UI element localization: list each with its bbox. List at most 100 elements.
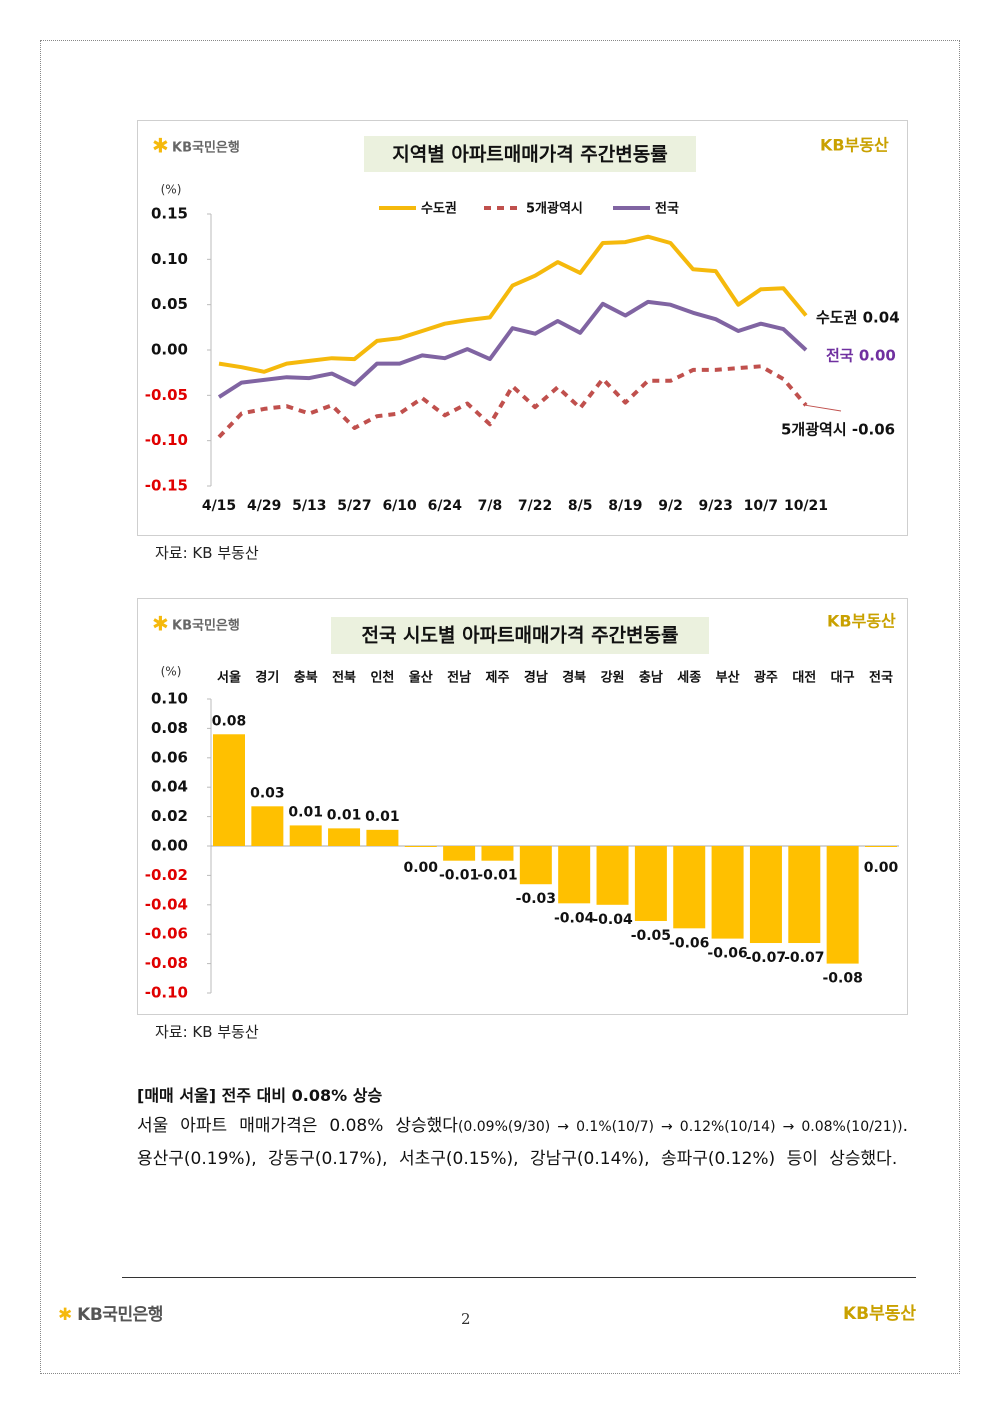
logo-star: ✱	[152, 612, 169, 636]
y-tick-label: 0.04	[151, 778, 188, 796]
category-label: 서울	[217, 670, 241, 686]
bar	[443, 846, 476, 861]
bar	[749, 846, 782, 944]
category-label: 강원	[601, 670, 625, 686]
bar	[865, 846, 897, 847]
bar	[634, 846, 667, 921]
y-tick-label: 0.00	[151, 341, 188, 359]
bar	[404, 846, 437, 847]
value-label: 0.01	[365, 809, 400, 825]
y-tick-label: 0.06	[151, 748, 188, 766]
value-label: -0.07	[746, 950, 786, 966]
bar	[826, 846, 859, 964]
category-label: 대구	[831, 671, 855, 686]
category-label: 부산	[716, 670, 740, 686]
bar	[788, 846, 821, 944]
value-label: -0.01	[477, 868, 517, 884]
x-tick-label: 8/5	[568, 498, 593, 514]
x-tick-label: 10/7	[744, 498, 778, 514]
category-label: 울산	[409, 670, 433, 686]
bar	[251, 806, 284, 846]
bar	[711, 846, 744, 939]
category-label: 광주	[754, 671, 778, 686]
bar	[519, 846, 552, 885]
x-tick-label: 9/2	[658, 498, 683, 514]
value-label: 0.03	[250, 785, 285, 801]
y-tick-label: 0.08	[151, 719, 188, 737]
bank-logo: KB국민은행	[172, 618, 240, 634]
category-label: 대전	[792, 670, 816, 686]
unit-label: (%)	[161, 183, 182, 197]
legend-label: 전국	[655, 201, 679, 217]
value-label: -0.05	[631, 928, 671, 944]
bar	[481, 846, 514, 861]
category-label: 충남	[639, 670, 663, 686]
page-frame	[40, 40, 960, 1374]
y-tick-label: 0.02	[151, 807, 188, 825]
category-label: 전남	[447, 670, 471, 686]
y-tick-label: 0.05	[151, 295, 188, 313]
category-label: 전국	[869, 670, 893, 686]
brand-logo: ✱ KB국민은행	[152, 134, 240, 158]
y-tick-label: -0.06	[145, 925, 188, 943]
chart-title: 지역별 아파트매매가격 주간변동률	[392, 144, 667, 166]
value-label: 0.01	[327, 807, 362, 823]
x-tick-label: 4/15	[202, 498, 236, 514]
y-tick-label: -0.08	[145, 954, 188, 972]
category-label: 경남	[524, 670, 548, 686]
value-label: 0.00	[864, 860, 899, 876]
x-tick-label: 9/23	[699, 498, 733, 514]
value-label: -0.06	[707, 946, 747, 962]
text-run: (0.09%(9/30) → 0.1%(10/7) → 0.12%(10/14)…	[457, 1119, 903, 1135]
y-tick-label: 0.15	[151, 205, 188, 223]
x-tick-label: 10/21	[784, 498, 828, 514]
y-tick-label: -0.10	[145, 431, 188, 449]
series-line	[218, 234, 808, 374]
value-label: -0.07	[784, 950, 824, 966]
realty-logo: KB부동산	[820, 136, 889, 155]
category-label: 경기	[255, 670, 279, 686]
paragraph: 서울 아파트 매매가격은 0.08% 상승했다(0.09%(9/30) → 0.…	[137, 1110, 908, 1175]
bar	[673, 846, 706, 929]
category-label: 인천	[370, 670, 394, 686]
x-tick-label: 5/13	[292, 498, 326, 514]
y-tick-label: -0.02	[145, 866, 188, 884]
y-tick-label: -0.15	[145, 477, 188, 495]
series-line	[217, 364, 808, 439]
logo-star: ✱	[58, 1305, 72, 1325]
y-tick-label: 0.10	[151, 690, 188, 708]
value-label: -0.08	[822, 971, 862, 987]
brand-logo: ✱ KB국민은행	[152, 612, 240, 636]
bank-name: KB국민은행	[77, 1305, 163, 1325]
legend-label: 5개광역시	[526, 201, 583, 217]
y-tick-label: -0.10	[145, 984, 188, 1002]
x-tick-label: 8/19	[608, 498, 642, 514]
value-label: -0.06	[669, 935, 709, 951]
value-label: -0.04	[592, 912, 633, 928]
footer-realty-logo: KB부동산	[843, 1304, 917, 1324]
annotation: 전국 0.00	[826, 347, 896, 365]
category-label: 제주	[486, 671, 510, 686]
section-heading: [매매 서울] 전주 대비 0.08% 상승	[137, 1086, 383, 1105]
x-tick-label: 7/22	[518, 498, 552, 514]
bar	[366, 829, 399, 846]
value-label: 0.01	[288, 804, 323, 820]
bank-logo: KB국민은행	[172, 140, 240, 156]
source: 자료: KB 부동산	[155, 1023, 259, 1041]
annotation: 수도권 0.04	[816, 309, 900, 327]
value-label: 0.00	[403, 860, 438, 876]
series-line	[217, 299, 808, 399]
line-chart: ✱ KB국민은행 KB부동산 지역별 아파트매매가격 주간변동률 (%) 0.1…	[137, 120, 908, 536]
text-run: 서울 아파트 매매가격은 0.08% 상승했다	[137, 1116, 458, 1136]
category-label: 경북	[562, 670, 586, 686]
category-label: 세종	[677, 671, 701, 686]
x-tick-label: 7/8	[478, 498, 503, 514]
y-tick-label: 0.10	[151, 250, 188, 268]
annotation: 5개광역시 -0.06	[781, 421, 895, 439]
y-tick-label: -0.04	[145, 895, 188, 913]
footer-bank-logo: ✱ KB국민은행	[58, 1300, 163, 1325]
unit-label: (%)	[161, 665, 182, 679]
y-tick-label: 0.00	[151, 837, 188, 855]
y-tick-label: -0.05	[145, 386, 188, 404]
